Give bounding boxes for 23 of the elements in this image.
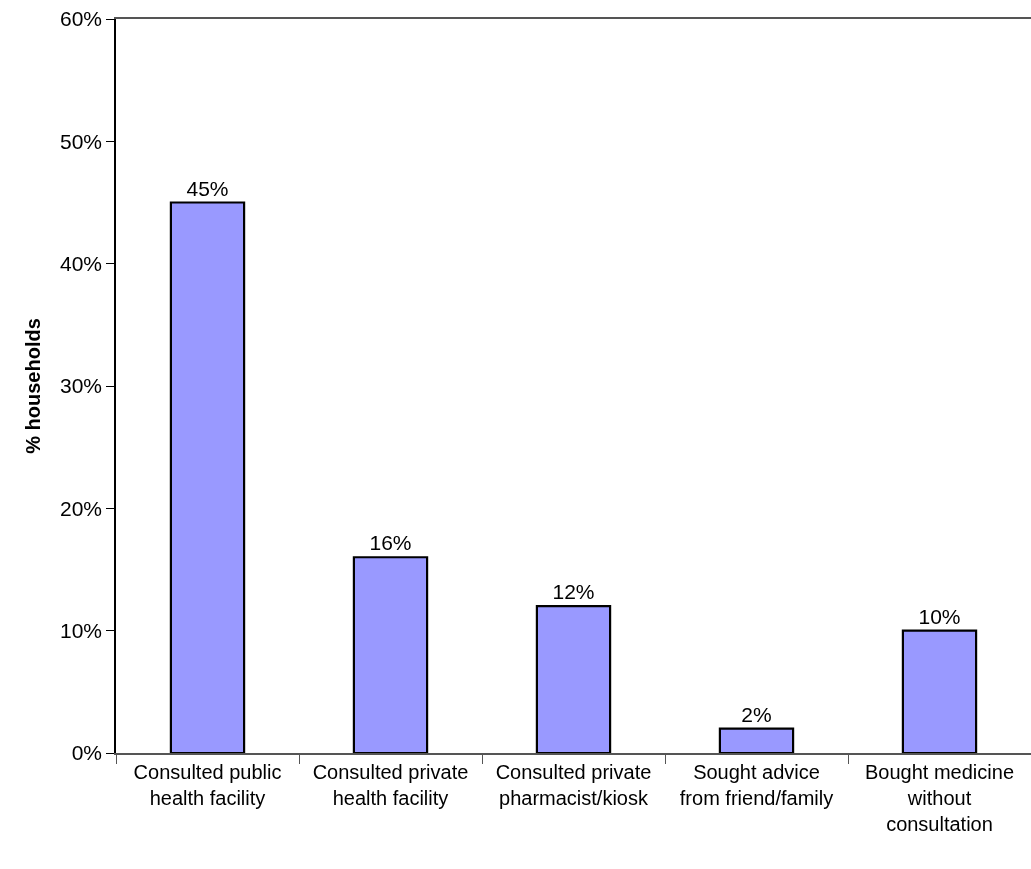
x-tick-label: Bought medicine without consultation (865, 760, 1014, 835)
y-tick-label: 30% (60, 374, 103, 398)
bar (718, 727, 795, 753)
y-tick-label: 50% (60, 129, 103, 153)
y-tick-label: 10% (60, 619, 103, 643)
y-tick-label: 40% (60, 252, 103, 276)
y-axis-title: % households (22, 318, 45, 454)
y-tick-label: 20% (60, 496, 103, 520)
x-tick-label: Consulted public health facility (133, 760, 282, 809)
y-tick-label: 60% (60, 7, 103, 31)
x-tick-label: Consulted private health facility (312, 760, 469, 809)
data-label: 45% (186, 176, 229, 200)
bar (901, 629, 978, 753)
x-tick-label: Sought advice from friend/family (679, 760, 834, 809)
data-label: 10% (918, 604, 961, 628)
bar (352, 556, 429, 753)
bar (535, 605, 612, 753)
data-label: 12% (552, 580, 595, 604)
y-tick-label: 0% (71, 741, 103, 765)
data-label: 16% (369, 531, 412, 555)
bar (169, 201, 246, 753)
x-tick-label: Consulted private pharmacist/kiosk (495, 760, 652, 809)
data-label: 2% (741, 702, 772, 726)
